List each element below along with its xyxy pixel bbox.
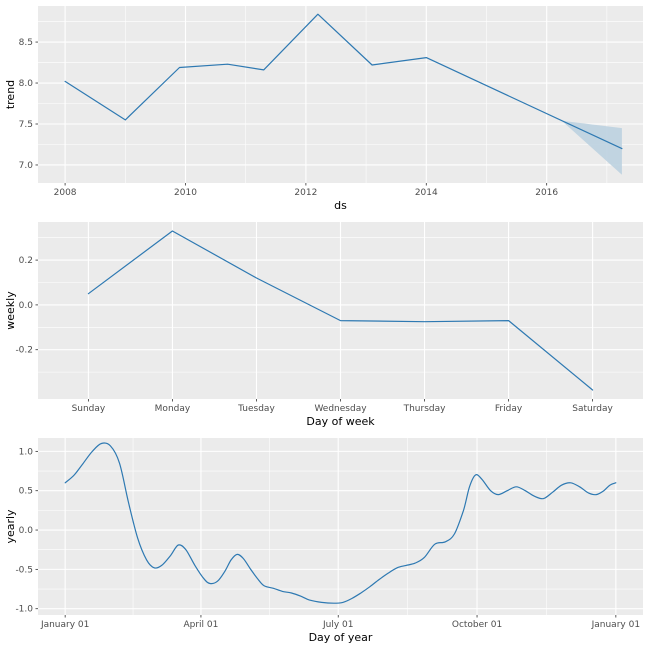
- weekly-plot: Sunday Monday Tuesday Wednesday Thursday Frid…: [4, 222, 643, 428]
- x-tick-label: Wednesday: [314, 404, 367, 414]
- y-tick-label: -0.2: [15, 346, 33, 356]
- y-axis-title: yearly: [4, 509, 17, 544]
- x-tick-label: Friday: [495, 404, 523, 414]
- panel-background: [38, 438, 643, 615]
- x-tick-label: 2008: [54, 188, 77, 198]
- x-tick-label: 2014: [415, 188, 438, 198]
- trend-chart: 2008 2010 2012 2014 2016 7.0 7.5 8.0 8.5 ds trend: [0, 0, 648, 216]
- x-tick-label: October 01: [452, 620, 502, 630]
- y-tick-label: 1.0: [19, 447, 34, 457]
- y-tick-label: 8.0: [19, 79, 34, 89]
- x-tick-label: Monday: [155, 404, 191, 414]
- uncertainty-ribbon: [561, 120, 622, 175]
- x-tick-label: 2012: [294, 188, 317, 198]
- weekly-chart: Sunday Monday Tuesday Wednesday Thursday Frid…: [0, 216, 648, 432]
- y-tick-label: 8.5: [19, 38, 33, 48]
- yearly-line: [64, 442, 617, 604]
- y-tick-label: 7.5: [19, 120, 33, 130]
- y-axis-title: trend: [4, 80, 17, 109]
- trend-plot: 2008 2010 2012 2014 2016 7.0 7.5 8.0 8.5 ds trend: [4, 6, 643, 212]
- x-tick-label: 2010: [174, 188, 197, 198]
- x-tick-label: Saturday: [572, 404, 613, 414]
- x-tick-label: 2016: [535, 188, 558, 198]
- x-tick-label: Sunday: [72, 404, 106, 414]
- y-tick-label: 7.0: [19, 161, 34, 171]
- x-tick-label: April 01: [183, 620, 218, 630]
- y-tick-label: 0.0: [19, 526, 34, 536]
- x-axis-title: Day of year: [309, 631, 373, 644]
- y-axis-title: weekly: [4, 291, 17, 330]
- y-tick-label: -1.0: [15, 605, 33, 615]
- x-axis-title: Day of week: [306, 415, 375, 428]
- x-axis-title: ds: [334, 199, 347, 212]
- y-tick-label: 0.0: [19, 301, 34, 311]
- x-tick-label: July 01: [322, 620, 354, 630]
- panel-background: [38, 6, 643, 183]
- y-tick-label: -0.5: [15, 565, 33, 575]
- y-tick-label: 0.5: [19, 487, 33, 497]
- x-tick-label: Thursday: [403, 404, 447, 414]
- x-tick-label: January 01: [40, 620, 89, 630]
- y-tick-label: 0.2: [19, 256, 33, 266]
- yearly-plot: January 01 April 01 July 01 October 01 Janua…: [4, 438, 643, 644]
- x-tick-label: Tuesday: [237, 404, 275, 414]
- x-tick-label: January 01: [591, 620, 640, 630]
- yearly-chart: January 01 April 01 July 01 October 01 Janua…: [0, 432, 648, 648]
- weekly-line: [87, 230, 594, 391]
- trend-line: [64, 13, 623, 150]
